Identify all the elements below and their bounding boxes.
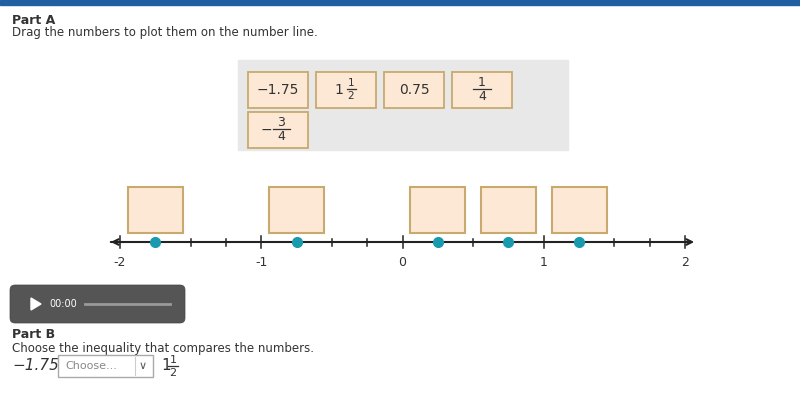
Bar bbox=[481, 187, 536, 233]
Text: −: − bbox=[260, 123, 272, 137]
Text: 1: 1 bbox=[348, 78, 354, 88]
Text: 1: 1 bbox=[334, 83, 343, 97]
Bar bbox=[551, 187, 606, 233]
Text: −1.75: −1.75 bbox=[257, 83, 299, 97]
Text: 4: 4 bbox=[277, 131, 285, 144]
Text: 1: 1 bbox=[161, 359, 170, 374]
Bar bbox=[248, 112, 308, 148]
Text: 1: 1 bbox=[540, 256, 548, 269]
Text: Choose the inequality that compares the numbers.: Choose the inequality that compares the … bbox=[12, 342, 314, 355]
Text: 0.75: 0.75 bbox=[398, 83, 430, 97]
Bar bbox=[128, 187, 183, 233]
Text: 0: 0 bbox=[398, 256, 406, 269]
Bar bbox=[58, 355, 153, 377]
FancyBboxPatch shape bbox=[10, 285, 185, 323]
Text: 4: 4 bbox=[478, 90, 486, 103]
Bar bbox=[316, 72, 376, 108]
Text: 00:00: 00:00 bbox=[49, 299, 77, 309]
Text: 1: 1 bbox=[170, 355, 177, 365]
Text: 3: 3 bbox=[277, 116, 285, 129]
Text: −1.75: −1.75 bbox=[12, 359, 59, 374]
Text: 2: 2 bbox=[170, 368, 177, 378]
Text: Part A: Part A bbox=[12, 14, 55, 27]
Text: 2: 2 bbox=[348, 91, 354, 101]
Bar bbox=[384, 72, 444, 108]
Text: Part B: Part B bbox=[12, 328, 55, 341]
Bar bbox=[248, 72, 308, 108]
Text: -1: -1 bbox=[255, 256, 267, 269]
Text: ∨: ∨ bbox=[139, 361, 147, 371]
Text: Drag the numbers to plot them on the number line.: Drag the numbers to plot them on the num… bbox=[12, 26, 318, 39]
Text: 1: 1 bbox=[478, 77, 486, 90]
Bar bbox=[0, 0, 800, 5]
Text: 2: 2 bbox=[681, 256, 689, 269]
Polygon shape bbox=[31, 298, 41, 310]
Bar bbox=[269, 187, 324, 233]
Bar bbox=[410, 187, 466, 233]
Text: Choose...: Choose... bbox=[65, 361, 117, 371]
Bar bbox=[452, 72, 512, 108]
Bar bbox=[238, 60, 568, 150]
Text: -2: -2 bbox=[114, 256, 126, 269]
